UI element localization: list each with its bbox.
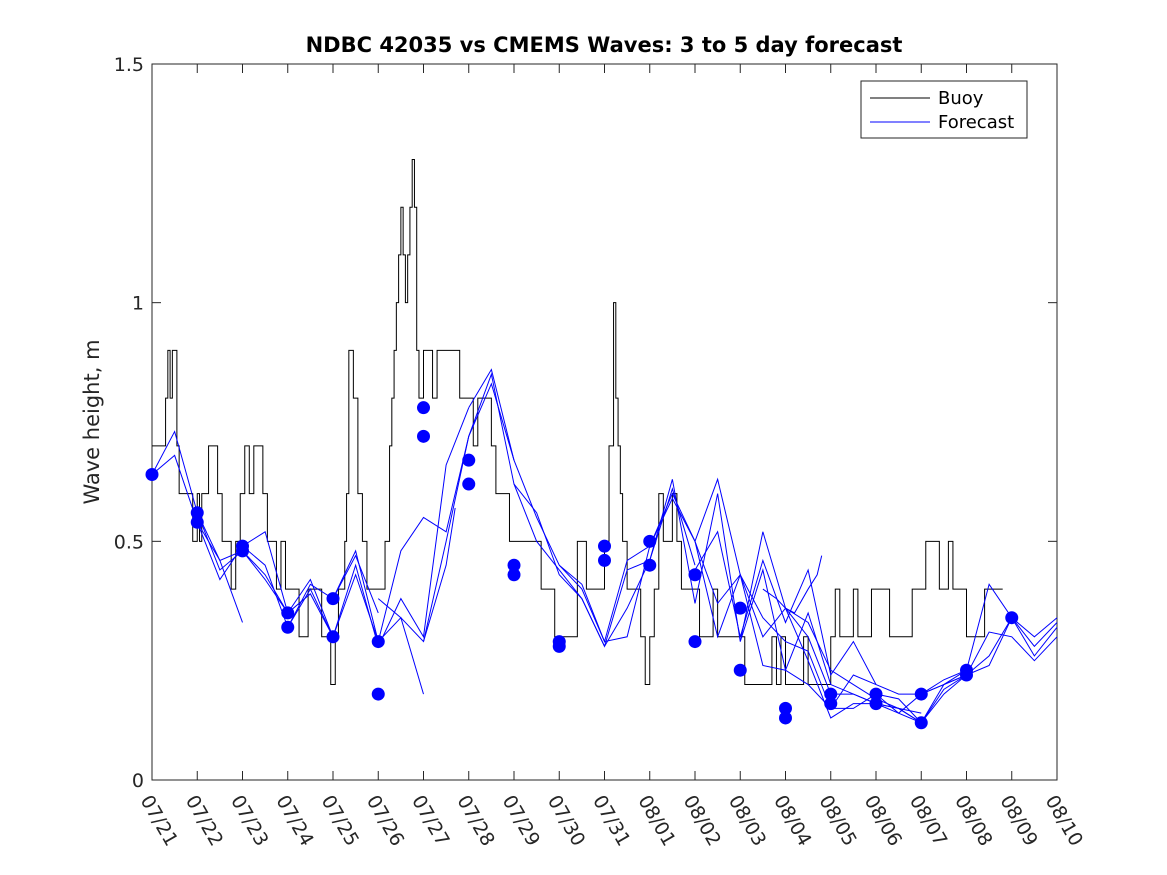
- forecast-marker: [824, 697, 838, 711]
- forecast-marker: [190, 506, 204, 520]
- forecast-marker: [643, 558, 657, 572]
- forecast-marker: [236, 544, 249, 558]
- forecast-marker: [869, 687, 883, 701]
- forecast-marker: [462, 453, 476, 467]
- forecast-marker: [688, 635, 702, 649]
- legend-buoy-label: Buoy: [938, 88, 984, 109]
- x-tick-label: 08/10: [1041, 792, 1087, 850]
- forecast-marker: [960, 668, 973, 682]
- forecast-marker: [281, 620, 295, 634]
- x-tick-label: 08/02: [679, 792, 725, 850]
- y-axis-label: Wave height, m: [80, 339, 104, 504]
- x-tick-label: 08/04: [769, 792, 815, 850]
- forecast-marker: [326, 630, 340, 644]
- x-tick-label: 07/21: [136, 792, 182, 850]
- x-tick-label: 08/06: [860, 792, 906, 850]
- x-tick-label: 08/07: [905, 792, 951, 850]
- x-tick-label: 07/23: [226, 792, 272, 850]
- x-tick-label: 07/25: [317, 792, 363, 850]
- forecast-marker: [1005, 611, 1019, 625]
- x-tick-label: 07/30: [543, 792, 589, 850]
- forecast-run-line: [604, 479, 786, 647]
- forecast-run-line: [830, 583, 1058, 709]
- x-tick-label: 08/09: [995, 792, 1041, 850]
- x-tick-label: 07/29: [498, 792, 544, 850]
- forecast-marker: [643, 534, 657, 548]
- x-tick-label: 08/08: [950, 792, 996, 850]
- forecast-marker: [552, 639, 566, 653]
- y-tick-label: 1.5: [114, 54, 144, 76]
- forecast-marker: [914, 687, 928, 701]
- legend-box: [860, 80, 1028, 139]
- forecast-run-line: [921, 616, 1058, 695]
- forecast-run-line: [151, 430, 289, 614]
- forecast-marker: [145, 468, 159, 482]
- forecast-marker: [733, 601, 747, 615]
- forecast-marker: [733, 663, 747, 677]
- forecast-marker: [326, 592, 340, 606]
- y-tick-label: 0.5: [114, 531, 144, 553]
- x-tick-label: 07/31: [588, 792, 634, 850]
- forecast-run-line: [762, 555, 823, 614]
- forecast-run-line: [739, 568, 922, 714]
- forecast-marker: [598, 553, 611, 567]
- x-tick-label: 08/05: [814, 792, 860, 850]
- x-tick-label: 07/27: [407, 792, 453, 850]
- x-tick-label: 08/01: [633, 792, 679, 850]
- forecast-marker: [417, 429, 430, 443]
- forecast-marker: [598, 539, 611, 553]
- plot-area: [151, 63, 1058, 781]
- forecast-marker: [688, 568, 702, 582]
- forecast-marker: [507, 568, 521, 582]
- forecast-marker: [779, 711, 792, 725]
- forecast-marker: [371, 635, 385, 649]
- y-tick-label: 0: [132, 770, 144, 792]
- forecast-marker: [869, 697, 883, 711]
- forecast-marker: [462, 477, 476, 491]
- x-tick-label: 07/26: [362, 792, 408, 850]
- forecast-marker: [371, 687, 385, 701]
- x-tick-label: 07/28: [452, 792, 498, 850]
- forecast-marker: [779, 701, 792, 715]
- x-tick-label: 08/03: [724, 792, 770, 850]
- series-forecast: [151, 368, 1058, 724]
- forecast-run-line: [196, 512, 334, 638]
- y-tick-label: 1: [132, 293, 144, 315]
- forecast-run-line: [694, 530, 877, 685]
- forecast-marker: [824, 687, 838, 701]
- forecast-marker: [190, 515, 204, 529]
- chart-title: NDBC 42035 vs CMEMS Waves: 3 to 5 day fo…: [306, 33, 903, 57]
- forecast-marker: [281, 606, 295, 620]
- forecast-run-line: [332, 382, 515, 642]
- legend-forecast-label: Forecast: [938, 112, 1014, 133]
- legend: Buoy Forecast: [860, 80, 1028, 139]
- forecast-marker: [417, 401, 430, 415]
- forecast-marker: [914, 716, 928, 730]
- x-tick-label: 07/22: [181, 792, 227, 850]
- forecast-marker: [507, 558, 521, 572]
- forecast-markers: [145, 401, 1019, 730]
- x-tick-label: 07/24: [271, 792, 317, 850]
